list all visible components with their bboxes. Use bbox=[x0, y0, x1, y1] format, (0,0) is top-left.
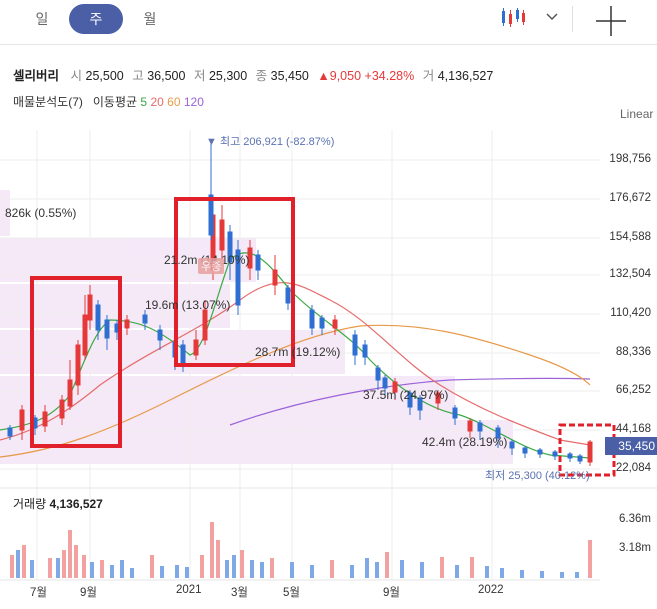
candles bbox=[7, 140, 593, 466]
volume-profile-label-6: 42.4m (28.19%) bbox=[422, 435, 508, 449]
low-key: 저 bbox=[193, 69, 206, 83]
highlight-box-2 bbox=[174, 197, 295, 367]
ma20-label: 20 bbox=[150, 95, 164, 109]
volume-profile bbox=[0, 190, 513, 464]
moving-average-label[interactable]: 이동평균 bbox=[92, 95, 138, 109]
volume-key: 거 bbox=[422, 69, 435, 83]
chevron-down-icon[interactable] bbox=[546, 12, 558, 22]
volume-label: 거래량 bbox=[13, 497, 47, 511]
x-axis-label: 9월 bbox=[80, 587, 97, 599]
volume-value: 4,136,527 bbox=[437, 69, 494, 83]
current-price-badge: 35,450 bbox=[605, 437, 657, 455]
period-day-tab[interactable]: 일 bbox=[35, 11, 49, 27]
crosshair-icon[interactable] bbox=[596, 6, 626, 36]
price-tick: 66,252 bbox=[615, 384, 651, 396]
price-tick: 198,756 bbox=[609, 153, 651, 165]
price-tick: 88,336 bbox=[615, 346, 651, 358]
ma120-line bbox=[229, 377, 591, 426]
price-tick: 110,420 bbox=[610, 307, 651, 319]
price-tick: 154,588 bbox=[609, 231, 651, 243]
volume-amount: 4,136,527 bbox=[49, 497, 103, 511]
high-annotation: ▼ 최고 206,921 (-82.87%) bbox=[206, 136, 335, 148]
ma5-line bbox=[0, 252, 591, 459]
candle-chart-type-icon[interactable] bbox=[500, 8, 526, 28]
ma5-label: 5 bbox=[140, 95, 148, 109]
price-tick: 132,504 bbox=[609, 268, 651, 280]
x-axis-label: 2021 bbox=[176, 584, 202, 596]
volume-tick: 6.36m bbox=[619, 513, 651, 525]
volume-profile-label-3: 19.6m (13.07%) bbox=[145, 298, 231, 312]
x-axis-label: 7월 bbox=[30, 587, 47, 599]
highlight-box-1 bbox=[30, 276, 122, 448]
price-tick: 22,084 bbox=[615, 462, 651, 474]
volume-profile-label-1: 826k (0.55%) bbox=[5, 206, 77, 220]
x-axis-label: 2022 bbox=[478, 584, 504, 596]
high-value: 36,500 bbox=[147, 69, 186, 83]
change-percent: +34.28% bbox=[364, 69, 415, 83]
volume-profile-label-5: 37.5m (24.97%) bbox=[363, 388, 449, 402]
open-key: 시 bbox=[70, 69, 83, 83]
volume-profile-label[interactable]: 매물분석도(7) bbox=[13, 95, 83, 109]
volume-bars bbox=[10, 522, 592, 578]
ohlc-info: 셀리버리 시 25,500 고 36,500 저 25,300 종 35,450… bbox=[13, 65, 498, 84]
volume-profile-label-4: 28.7m (19.12%) bbox=[255, 345, 341, 359]
indicator-legend: 매물분석도(7) 이동평균 5 20 60 120 bbox=[13, 93, 204, 110]
volume-title: 거래량 4,136,527 bbox=[13, 495, 103, 512]
x-axis-label: 3월 bbox=[231, 587, 248, 599]
open-value: 25,500 bbox=[85, 69, 124, 83]
x-axis-label: 9월 bbox=[383, 587, 400, 599]
price-tick: 44,168 bbox=[615, 423, 651, 435]
stock-name: 셀리버리 bbox=[13, 69, 60, 83]
period-week-tab[interactable]: 주 bbox=[69, 4, 123, 34]
toolbar-divider bbox=[572, 6, 573, 32]
highlight-box-3 bbox=[558, 423, 616, 477]
volume-tick: 3.18m bbox=[619, 542, 651, 554]
ma120-label: 120 bbox=[183, 95, 204, 109]
ma60-line bbox=[0, 324, 591, 458]
low-value: 25,300 bbox=[208, 69, 248, 83]
high-key: 고 bbox=[132, 69, 144, 83]
watermark-badge: 우증 bbox=[198, 258, 225, 274]
ma60-label: 60 bbox=[167, 95, 181, 109]
close-key: 종 bbox=[255, 69, 268, 83]
period-toolbar: 일 주 월 bbox=[0, 0, 657, 45]
scale-type-label[interactable]: Linear bbox=[620, 107, 654, 121]
price-tick: 176,672 bbox=[609, 192, 651, 204]
close-value: 35,450 bbox=[270, 69, 309, 83]
low-annotation: 최저 25,300 (40.12%) bbox=[485, 470, 590, 482]
x-axis-label: 5월 bbox=[283, 587, 300, 599]
period-month-tab[interactable]: 월 bbox=[143, 11, 157, 27]
change-value: ▲9,050 bbox=[317, 69, 362, 83]
